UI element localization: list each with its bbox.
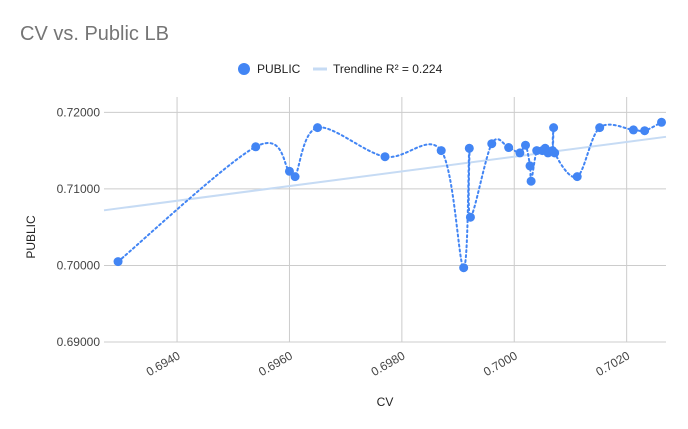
- public-series-line: [117, 121, 663, 269]
- y-tick-label-3: 0.72000: [57, 105, 101, 119]
- data-point-5: [380, 152, 390, 162]
- data-point-26: [640, 126, 650, 136]
- data-points: [113, 117, 667, 273]
- data-point-0: [113, 257, 123, 267]
- x-axis-title: CV: [377, 395, 394, 409]
- data-point-15: [526, 176, 536, 186]
- legend-label-trendline: Trendline R² = 0.224: [333, 62, 443, 76]
- data-point-27: [657, 117, 667, 127]
- legend-marker-public: [238, 63, 250, 75]
- y-tick-label-0: 0.69000: [57, 335, 101, 349]
- data-point-8: [464, 143, 474, 153]
- data-point-9: [465, 212, 475, 222]
- legend-label-public: PUBLIC: [257, 62, 301, 76]
- x-tick-label-1: 0.6960: [256, 348, 295, 379]
- data-point-12: [515, 148, 525, 158]
- trendline: [103, 135, 667, 212]
- data-point-14: [525, 161, 535, 171]
- y-tick-label-1: 0.70000: [57, 258, 101, 272]
- x-tick-label-0: 0.6940: [144, 348, 183, 379]
- data-point-1: [251, 142, 261, 152]
- x-tick-label-4: 0.7020: [593, 348, 632, 379]
- y-axis-ticks: 0.69000 0.70000 0.71000 0.72000: [57, 105, 101, 349]
- data-point-6: [436, 146, 446, 156]
- gridlines: [104, 97, 666, 343]
- data-point-25: [628, 125, 638, 135]
- data-point-4: [313, 123, 323, 133]
- x-tick-label-2: 0.6980: [369, 348, 408, 379]
- chart-title: CV vs. Public LB: [20, 23, 169, 45]
- data-point-24: [595, 123, 605, 133]
- data-point-21: [549, 123, 559, 133]
- trendline-line: [103, 135, 667, 212]
- x-tick-label-3: 0.7000: [481, 348, 520, 379]
- data-point-10: [487, 139, 497, 149]
- data-point-13: [521, 140, 530, 150]
- x-axis-ticks: 0.6940 0.6960 0.6980 0.7000 0.7020: [144, 348, 633, 379]
- legend: PUBLIC Trendline R² = 0.224: [238, 62, 443, 76]
- y-axis-title: PUBLIC: [24, 215, 38, 259]
- series-line: [117, 121, 663, 269]
- data-point-2: [284, 166, 294, 176]
- data-point-23: [572, 172, 582, 182]
- y-tick-label-2: 0.71000: [57, 182, 101, 196]
- data-point-3: [290, 172, 300, 182]
- data-point-11: [504, 143, 514, 153]
- data-point-22: [550, 148, 560, 158]
- data-point-7: [459, 263, 469, 273]
